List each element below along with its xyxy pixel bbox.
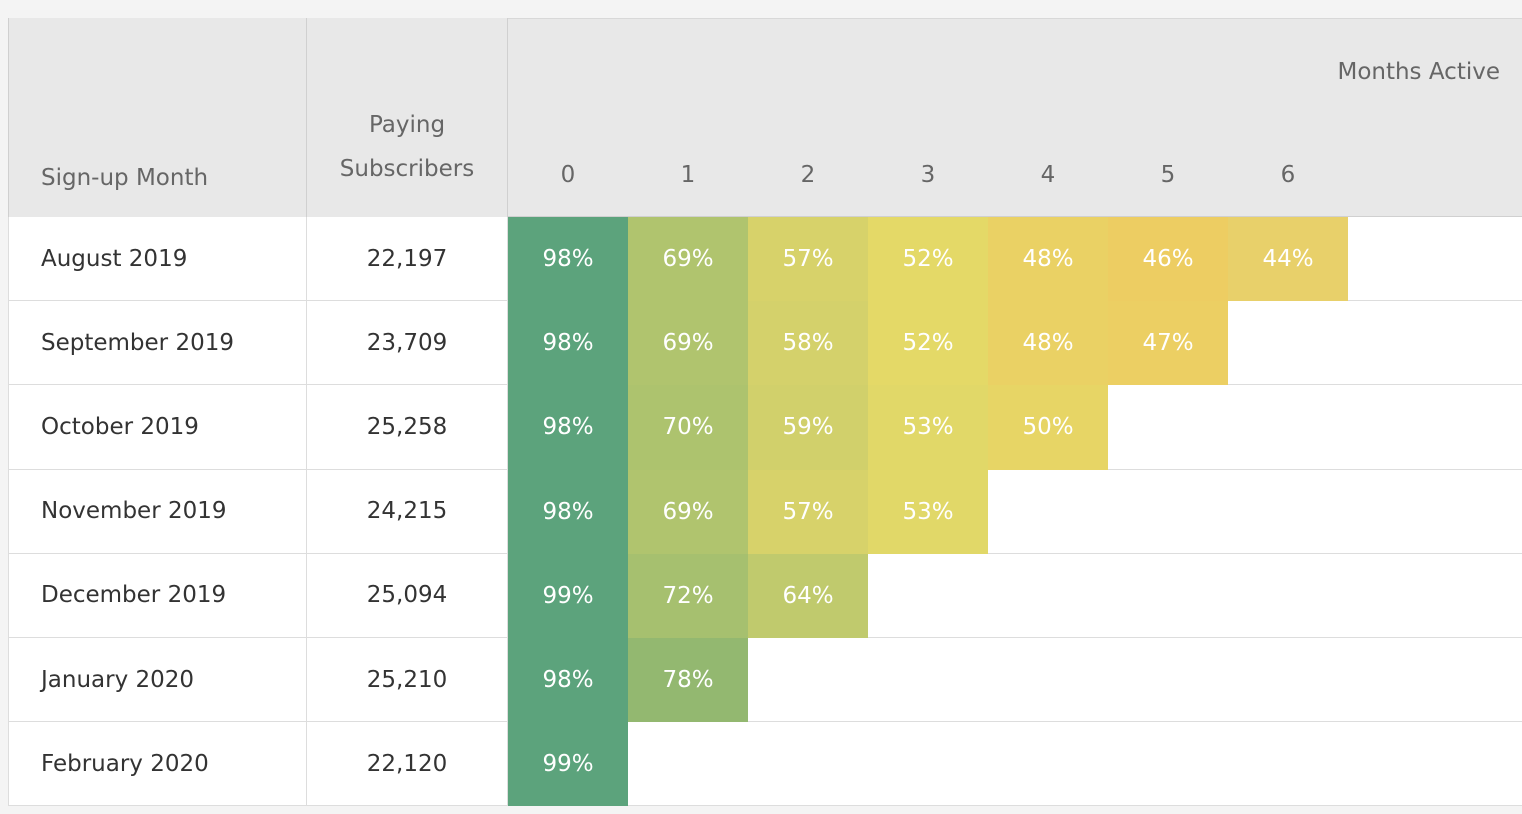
subscribers-cell: 24,215	[307, 469, 508, 554]
column-header: 6	[1280, 162, 1296, 188]
subscribers-cell: 25,258	[307, 385, 508, 470]
retention-cell: 70%	[628, 385, 748, 470]
retention-cell: 52%	[868, 301, 988, 386]
subscribers-cell: 22,197	[307, 217, 508, 302]
header-text: Months Active	[1337, 59, 1500, 85]
retention-cell: 52%	[868, 217, 988, 302]
month-cell: August 2019	[8, 217, 307, 302]
retention-cell: 53%	[868, 469, 988, 554]
retention-cell: 57%	[748, 469, 868, 554]
retention-cell: 69%	[628, 301, 748, 386]
retention-cell: 58%	[748, 301, 868, 386]
retention-cell: 48%	[988, 301, 1108, 386]
subscribers-cell: 22,120	[307, 722, 508, 807]
retention-cell: 47%	[1108, 301, 1228, 386]
retention-cell: 72%	[628, 553, 748, 638]
header-text: Sign-up Month	[41, 165, 209, 191]
column-header: 4	[1040, 162, 1056, 188]
month-cell: October 2019	[8, 385, 307, 470]
retention-cell: 98%	[508, 638, 628, 723]
month-cell: November 2019	[8, 469, 307, 554]
retention-cell: 99%	[508, 722, 628, 807]
retention-cell: 99%	[508, 553, 628, 638]
header-cell: Paying Subscribers	[307, 18, 508, 217]
month-cell: December 2019	[8, 553, 307, 638]
month-cell: September 2019	[8, 301, 307, 386]
subscribers-cell: 23,709	[307, 301, 508, 386]
subscribers-cell: 25,210	[307, 638, 508, 723]
retention-cell: 98%	[508, 301, 628, 386]
row-bg	[508, 722, 1522, 807]
retention-cell: 44%	[1228, 217, 1348, 302]
retention-cell: 50%	[988, 385, 1108, 470]
retention-cell: 59%	[748, 385, 868, 470]
column-header: 1	[680, 162, 696, 188]
retention-cell: 48%	[988, 217, 1108, 302]
column-header: 0	[560, 162, 576, 188]
subscribers-cell: 25,094	[307, 553, 508, 638]
retention-cell: 53%	[868, 385, 988, 470]
retention-cell: 78%	[628, 638, 748, 723]
retention-cell: 98%	[508, 217, 628, 302]
retention-cell: 69%	[628, 217, 748, 302]
column-header: 2	[800, 162, 816, 188]
header-text: Paying Subscribers	[339, 112, 475, 182]
month-cell: February 2020	[8, 722, 307, 807]
retention-cell: 98%	[508, 469, 628, 554]
retention-cell: 57%	[748, 217, 868, 302]
column-header: 3	[920, 162, 936, 188]
retention-cell: 46%	[1108, 217, 1228, 302]
retention-cell: 64%	[748, 553, 868, 638]
retention-cell: 69%	[628, 469, 748, 554]
month-cell: January 2020	[8, 638, 307, 723]
column-header: 5	[1160, 162, 1176, 188]
header-cell: Sign-up Month	[8, 18, 307, 217]
retention-cell: 98%	[508, 385, 628, 470]
